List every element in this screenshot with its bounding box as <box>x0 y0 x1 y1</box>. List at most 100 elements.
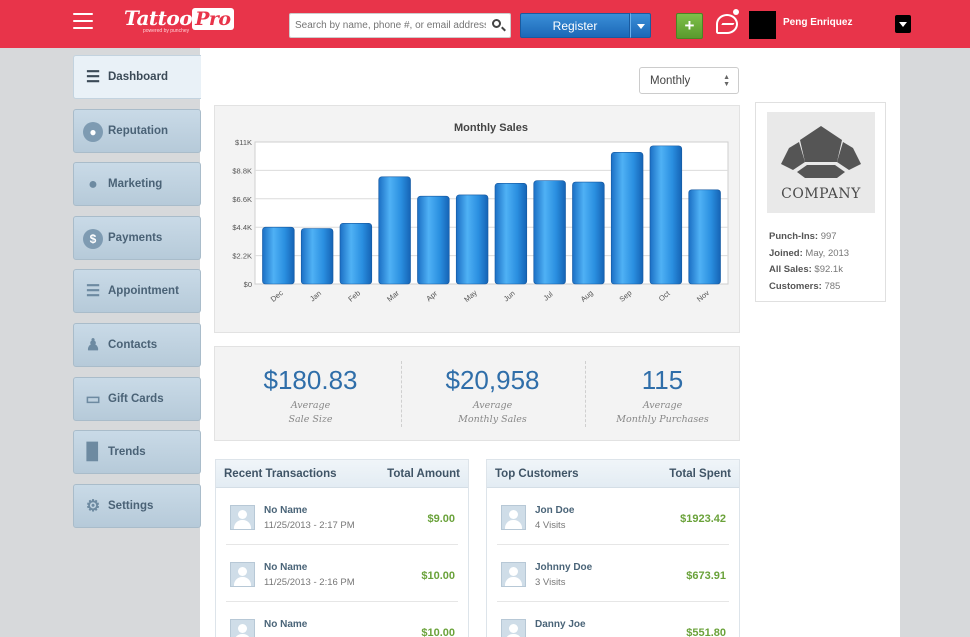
x-tick-label: Sep <box>618 288 634 303</box>
sidebar-item-settings[interactable]: ⚙ Settings <box>73 483 201 528</box>
menu-icon[interactable] <box>73 13 93 31</box>
bar-jul[interactable] <box>533 180 566 285</box>
row-name[interactable]: No Name <box>264 619 308 630</box>
sidebar-item-payments[interactable]: $ Payments <box>73 215 201 260</box>
bar-aug[interactable] <box>572 181 605 285</box>
row-amount: $551.80 <box>686 627 726 637</box>
sidebar-item-contacts[interactable]: ♟ Contacts <box>73 322 201 367</box>
table-row[interactable]: No Name $10.00 <box>226 602 458 637</box>
stat-label: Average Sale Size <box>223 399 398 427</box>
x-tick-label: May <box>462 288 479 304</box>
column-header-spent: Total Spent <box>669 468 731 480</box>
info-label: All Sales: <box>769 264 812 275</box>
sidebar-item-gift-cards[interactable]: ▭ Gift Cards <box>73 376 201 421</box>
bar-jun[interactable] <box>494 183 528 285</box>
register-button[interactable]: Register <box>520 13 630 38</box>
bar-oct[interactable] <box>649 145 683 285</box>
sidebar-item-reputation[interactable]: ● Reputation <box>73 108 201 153</box>
bar-chart-icon: ▉ <box>86 444 100 462</box>
table-row[interactable]: Jon Doe 4 Visits $1923.42 <box>497 488 729 545</box>
sidebar-item-label: Trends <box>108 446 146 459</box>
bar-sep[interactable] <box>610 152 644 285</box>
x-tick-label: Nov <box>695 288 711 304</box>
row-name[interactable]: Danny Joe <box>535 619 586 630</box>
avatar <box>230 505 255 530</box>
divider <box>585 361 586 427</box>
search-input[interactable] <box>290 14 486 37</box>
table-row[interactable]: Danny Joe $551.80 <box>497 602 729 637</box>
row-name[interactable]: No Name <box>264 505 308 516</box>
punchins-row: Punch-Ins: 997 <box>769 229 849 246</box>
row-name[interactable]: Jon Doe <box>535 505 575 516</box>
row-name[interactable]: No Name <box>264 562 308 573</box>
logo-text: Tattoo <box>124 6 193 30</box>
updown-icon: ▲ ▼ <box>723 74 730 88</box>
company-card: COMPANY Punch-Ins: 997 Joined: May, 2013… <box>755 102 886 302</box>
period-select[interactable]: Monthly ▲ ▼ <box>639 67 739 94</box>
top-customers-panel: Top Customers Total Spent Jon Doe 4 Visi… <box>486 459 740 637</box>
monthly-sales-chart: Monthly Sales $0 $2.2K $4.4K $6.6K $8.8K $11K… <box>214 105 740 333</box>
info-value: $92.1k <box>814 264 843 275</box>
stat-label: Average Monthly Sales <box>405 399 580 427</box>
sidebar-item-marketing[interactable]: ● Marketing <box>73 162 201 207</box>
logo[interactable]: Tattoo Pro <box>124 6 234 30</box>
row-amount: $1923.42 <box>680 513 726 525</box>
sidebar-item-dashboard[interactable]: ☰ Dashboard <box>73 55 201 99</box>
avatar[interactable] <box>749 11 776 39</box>
bar-dec[interactable] <box>262 226 295 285</box>
bar-feb[interactable] <box>339 223 373 285</box>
table-row[interactable]: Johnny Doe 3 Visits $673.91 <box>497 545 729 602</box>
stat-avg-monthly-sales: $20,958 Average Monthly Sales <box>405 365 580 427</box>
stat-avg-monthly-purchases: 115 Average Monthly Purchases <box>575 365 750 427</box>
sidebar-item-appointment[interactable]: ☰ Appointment <box>73 269 201 314</box>
info-value: 997 <box>820 231 837 242</box>
bar-jan[interactable] <box>300 228 334 285</box>
avatar <box>230 562 255 587</box>
register-dropdown-button[interactable] <box>630 13 651 38</box>
panel-title: Top Customers <box>495 468 579 480</box>
panel-header: Top Customers Total Spent <box>487 460 739 488</box>
customers-row: Customers: 785 <box>769 279 849 296</box>
messenger-icon[interactable] <box>716 9 739 34</box>
add-button[interactable]: + <box>676 13 703 39</box>
sidebar-item-label: Reputation <box>108 124 169 137</box>
company-logo: COMPANY <box>767 112 875 213</box>
person-icon: ♟ <box>85 336 101 354</box>
user-name[interactable]: Peng Enriquez <box>783 17 853 28</box>
column-header-amount: Total Amount <box>387 468 460 480</box>
sidebar-item-label: Marketing <box>108 178 163 191</box>
row-subtext: 3 Visits <box>535 577 566 588</box>
info-label: Customers: <box>769 280 822 292</box>
stat-value: 115 <box>641 365 684 395</box>
recent-transactions-panel: Recent Transactions Total Amount No Name… <box>215 459 469 637</box>
sales-row: All Sales: $92.1k <box>769 262 849 279</box>
info-value: May, 2013 <box>805 247 850 259</box>
bar-may[interactable] <box>455 194 489 285</box>
search-icon[interactable] <box>492 19 501 28</box>
sidebar-item-label: Settings <box>108 499 154 512</box>
sliders-icon: ☰ <box>85 283 101 301</box>
sliders-icon: ☰ <box>85 69 101 86</box>
x-tick-label: Aug <box>579 288 595 303</box>
speech-bubble-icon: ● <box>88 176 98 194</box>
bar-apr[interactable] <box>417 195 450 285</box>
globe-icon: ● <box>83 121 103 142</box>
table-row[interactable]: No Name 11/25/2013 - 2:17 PM $9.00 <box>226 488 458 545</box>
x-tick-label: Jan <box>308 289 323 304</box>
panel-title: Recent Transactions <box>224 468 337 480</box>
period-select-value: Monthly <box>650 75 691 87</box>
logo-subtitle: powered by punchey <box>143 28 190 34</box>
stat-avg-sale: $180.83 Average Sale Size <box>223 365 398 427</box>
row-amount: $10.00 <box>421 627 455 637</box>
table-row[interactable]: No Name 11/25/2013 - 2:16 PM $10.00 <box>226 545 458 602</box>
bar-nov[interactable] <box>688 189 721 285</box>
sidebar-item-label: Dashboard <box>108 71 169 83</box>
user-menu-dropdown[interactable] <box>895 15 911 33</box>
y-tick-label: $11K <box>235 138 252 147</box>
row-name[interactable]: Johnny Doe <box>535 562 593 573</box>
plot-area <box>254 141 729 285</box>
row-amount: $10.00 <box>421 570 455 582</box>
bar-mar[interactable] <box>378 176 411 285</box>
sidebar-item-trends[interactable]: ▉ Trends <box>73 430 201 475</box>
